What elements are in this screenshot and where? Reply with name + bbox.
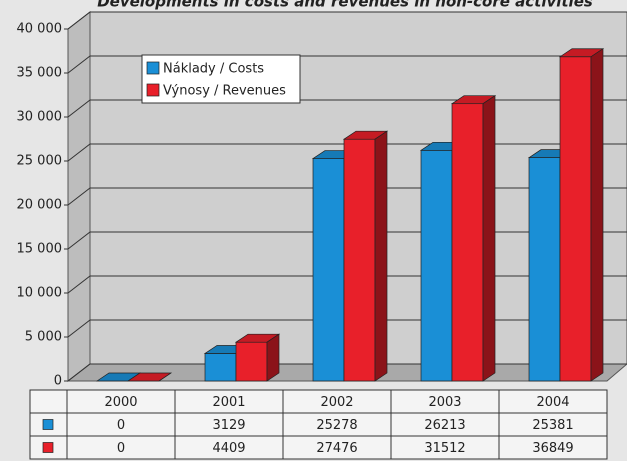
y-tick-label: 40 000 [17, 22, 63, 37]
x-tick-label: 2003 [428, 395, 461, 410]
bar-front [343, 138, 376, 382]
y-tick-label: 10 000 [17, 286, 63, 301]
y-tick-label: 0 [54, 374, 62, 389]
table-cell: 27476 [316, 441, 357, 456]
table-cell: 0 [117, 418, 125, 433]
bar-front [420, 149, 453, 382]
bar-front [451, 103, 484, 382]
bar-front [204, 353, 237, 382]
legend [141, 54, 301, 104]
grid-line [67, 55, 627, 74]
table-cell: 25278 [316, 418, 357, 433]
table-cell: 31512 [424, 441, 465, 456]
bar-front [312, 158, 345, 382]
table-cell: 36849 [532, 441, 573, 456]
table-marker [42, 419, 54, 430]
y-tick-label: 20 000 [17, 198, 63, 213]
bar-front [528, 157, 561, 382]
y-tick-label: 30 000 [17, 110, 63, 125]
table-marker [42, 442, 54, 453]
bar [558, 48, 605, 382]
bar-side [374, 130, 388, 382]
data-table [29, 389, 608, 460]
grid-line [67, 99, 627, 118]
bar [126, 372, 173, 382]
bar-side [158, 372, 172, 382]
bar-front [235, 341, 268, 382]
bar-side [266, 333, 280, 382]
table-cell: 25381 [532, 418, 573, 433]
legend-label: Výnosy / Revenues [163, 84, 286, 99]
x-tick-label: 2004 [536, 395, 569, 410]
y-tick-label: 15 000 [17, 242, 63, 257]
table-cell: 26213 [424, 418, 465, 433]
bar-front [559, 56, 592, 382]
y-tick-label: 5 000 [25, 330, 62, 345]
table-cell: 4409 [212, 441, 245, 456]
bar [450, 95, 497, 382]
grid-line [67, 11, 627, 30]
x-tick-label: 2001 [212, 395, 245, 410]
bar [342, 130, 389, 382]
table-cell: 0 [117, 441, 125, 456]
x-tick-label: 2000 [104, 395, 137, 410]
x-tick-label: 2002 [320, 395, 353, 410]
chart-title: Developments in costs and revenues in no… [97, 0, 593, 11]
y-tick-label: 25 000 [17, 154, 63, 169]
legend-swatch [146, 61, 160, 75]
bar-side [590, 48, 604, 382]
bar [234, 333, 281, 382]
bar-side [482, 95, 496, 382]
legend-swatch [146, 83, 160, 97]
legend-label: Náklady / Costs [163, 62, 264, 77]
table-cell: 3129 [212, 418, 245, 433]
y-tick-label: 35 000 [17, 66, 63, 81]
